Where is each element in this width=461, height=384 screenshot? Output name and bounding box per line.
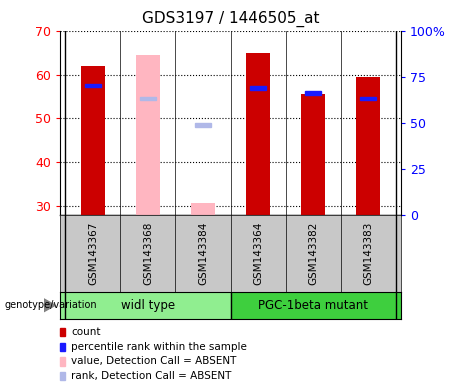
Text: GSM143384: GSM143384 xyxy=(198,222,208,285)
Bar xyxy=(195,123,211,127)
Bar xyxy=(230,292,401,319)
Bar xyxy=(301,94,325,215)
Text: value, Detection Call = ABSENT: value, Detection Call = ABSENT xyxy=(71,356,237,366)
Text: count: count xyxy=(71,327,101,337)
Text: genotype/variation: genotype/variation xyxy=(5,300,97,310)
Bar xyxy=(356,77,380,215)
Bar xyxy=(81,66,105,215)
Text: GSM143364: GSM143364 xyxy=(253,222,263,285)
Text: PGC-1beta mutant: PGC-1beta mutant xyxy=(258,299,368,312)
Text: percentile rank within the sample: percentile rank within the sample xyxy=(71,342,248,352)
Polygon shape xyxy=(44,299,55,312)
Text: rank, Detection Call = ABSENT: rank, Detection Call = ABSENT xyxy=(71,371,232,381)
Text: GSM143367: GSM143367 xyxy=(88,222,98,285)
Text: widl type: widl type xyxy=(121,299,175,312)
Bar xyxy=(136,55,160,215)
Text: GSM143382: GSM143382 xyxy=(308,222,318,285)
Bar xyxy=(140,97,156,101)
Bar xyxy=(305,91,321,95)
Title: GDS3197 / 1446505_at: GDS3197 / 1446505_at xyxy=(142,10,319,26)
Bar xyxy=(85,84,100,87)
Bar xyxy=(190,203,215,215)
Bar xyxy=(246,53,271,215)
Bar xyxy=(250,86,266,89)
Text: GSM143368: GSM143368 xyxy=(143,222,153,285)
Text: GSM143383: GSM143383 xyxy=(363,222,373,285)
Bar xyxy=(361,97,376,101)
